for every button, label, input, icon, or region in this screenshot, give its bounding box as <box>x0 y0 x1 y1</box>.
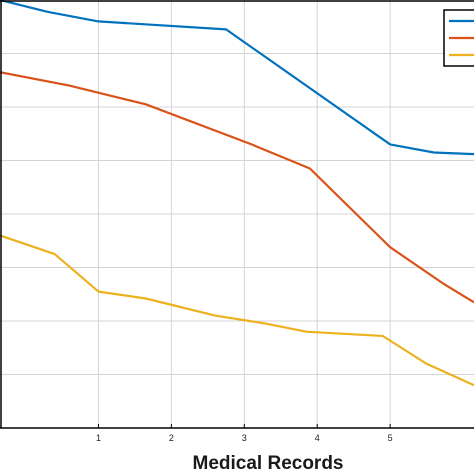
x-tick-label: 3 <box>242 433 247 443</box>
series-lines <box>0 0 474 387</box>
x-tick-label: 2 <box>169 433 174 443</box>
x-tick-label: 5 <box>388 433 393 443</box>
x-tick-label: 4 <box>315 433 320 443</box>
x-tick-label: 1 <box>96 433 101 443</box>
grid-lines <box>0 0 474 428</box>
x-axis-title: Medical Records <box>193 453 344 474</box>
legend <box>443 9 474 67</box>
series-line-3 <box>0 234 474 387</box>
series-line-1 <box>0 0 474 156</box>
series-line-2 <box>0 71 474 304</box>
